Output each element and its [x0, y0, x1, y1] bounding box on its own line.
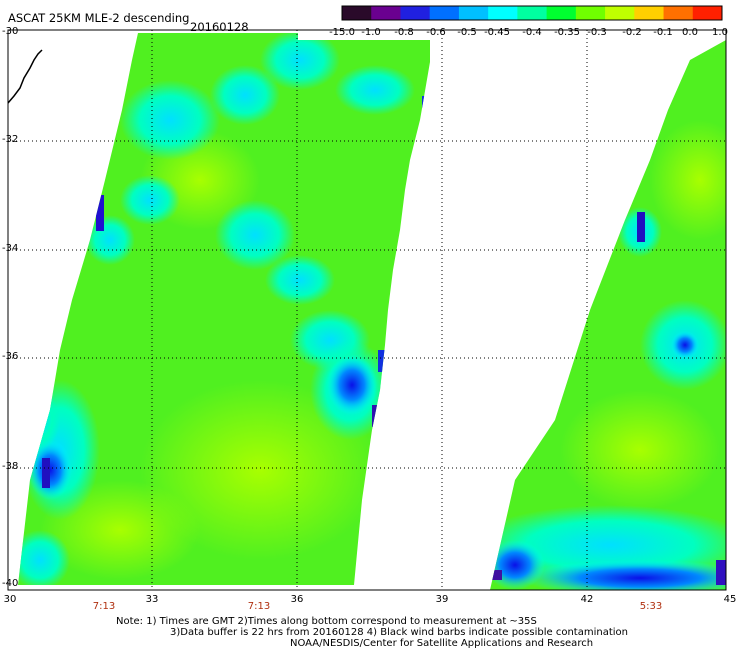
longitude-label: 42 — [580, 594, 594, 605]
latitude-label: -40 — [2, 578, 19, 589]
colorbar-swatch — [371, 6, 401, 20]
colorbar-tick-label: -0.8 — [394, 27, 414, 38]
longitude-label: 36 — [290, 594, 304, 605]
colorbar-swatch — [605, 6, 635, 20]
map-frame — [7, 29, 727, 591]
colorbar-tick-label: -15.0 — [329, 27, 355, 38]
note-line-1: Note: 1) Times are GMT 2)Times along bot… — [116, 616, 537, 627]
note-line-3: NOAA/NESDIS/Center for Satellite Applica… — [290, 638, 594, 649]
colorbar — [341, 5, 723, 21]
colorbar-swatch — [546, 6, 577, 20]
colorbar-tick-label: -0.2 — [622, 27, 642, 38]
colorbar-tick-label: -0.45 — [484, 27, 510, 38]
colorbar-tick-label: -0.5 — [457, 27, 477, 38]
colorbar-swatch — [692, 6, 723, 20]
longitude-label: 33 — [145, 594, 159, 605]
colorbar-swatch — [342, 6, 372, 20]
west-swath — [18, 33, 430, 585]
colorbar-tick-label: -0.3 — [587, 27, 607, 38]
pass-time-east: 5:33 — [639, 601, 663, 612]
latitude-label: -36 — [2, 351, 19, 362]
colorbar-swatch — [663, 6, 694, 20]
colorbar-tick-label: -1.0 — [361, 27, 381, 38]
colorbar-swatch — [634, 6, 665, 20]
colorbar-tick-label: -0.6 — [426, 27, 446, 38]
longitude-label: 39 — [435, 594, 449, 605]
colorbar-swatch — [429, 6, 460, 20]
note-line-2: 3)Data buffer is 22 hrs from 20160128 4)… — [170, 627, 628, 638]
latitude-label: -34 — [2, 243, 19, 254]
latitude-label: -38 — [2, 461, 19, 472]
coastline — [7, 49, 43, 104]
colorbar-swatch — [488, 6, 518, 20]
colorbar-swatch — [458, 6, 489, 20]
colorbar-tick-label: -0.35 — [554, 27, 580, 38]
colorbar-swatch — [400, 6, 431, 20]
colorbar-swatch — [517, 6, 548, 20]
latitude-label: -30 — [2, 26, 19, 37]
product-title: ASCAT 25KM MLE-2 descending — [8, 11, 190, 25]
colorbar-swatch — [575, 6, 606, 20]
pass-time-west-2: 7:13 — [247, 601, 271, 612]
colorbar-tick-label: -0.1 — [653, 27, 673, 38]
east-swath — [490, 40, 726, 590]
pass-time-west-1: 7:13 — [92, 601, 116, 612]
colorbar-tick-label: -0.4 — [522, 27, 542, 38]
colorbar-tick-label: 0.0 — [682, 27, 698, 38]
colorbar-tick-label: 1.0 — [712, 27, 728, 38]
lat-lon-grid — [8, 30, 726, 590]
longitude-label: 30 — [3, 594, 17, 605]
longitude-label: 45 — [723, 594, 737, 605]
latitude-label: -32 — [2, 134, 19, 145]
